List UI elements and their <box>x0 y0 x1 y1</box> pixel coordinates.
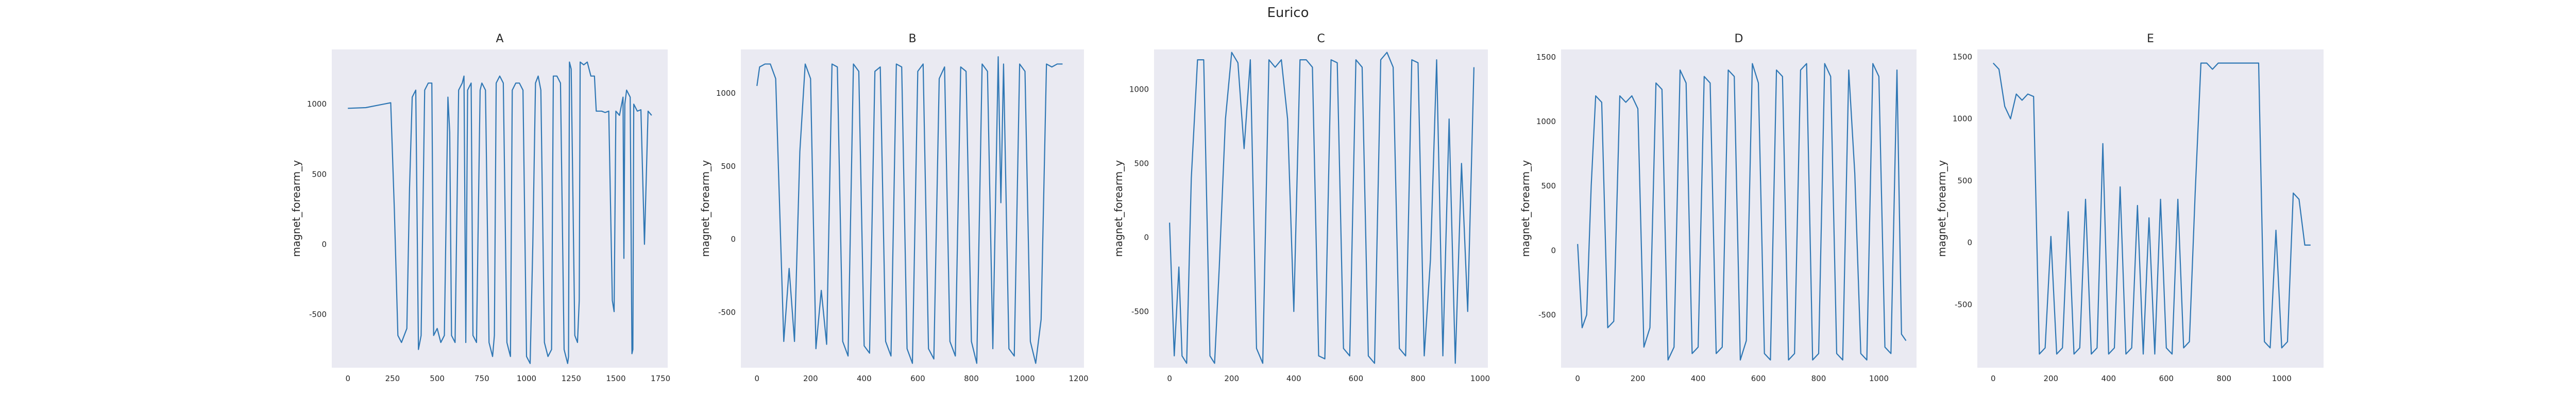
x-tick-label: 400 <box>1286 374 1301 383</box>
x-tick-label: 0 <box>1991 374 1996 383</box>
subplot-title: A <box>496 32 503 45</box>
x-tick-label: 1000 <box>1015 374 1035 383</box>
series-line <box>1577 63 1907 361</box>
y-tick-label: 1500 <box>1536 53 1556 62</box>
y-tick-label: 0 <box>321 239 327 249</box>
x-tick-label: 400 <box>2101 374 2116 383</box>
y-axis-label: magnet_forearm_y <box>1519 160 1532 257</box>
y-tick-label: 500 <box>1541 181 1556 191</box>
x-tick-label: 600 <box>1348 374 1363 383</box>
x-tick-label: 500 <box>430 374 445 383</box>
x-tick-label: 0 <box>1575 374 1580 383</box>
y-tick-label: -500 <box>1131 307 1149 316</box>
y-tick-label: -500 <box>1955 300 1972 309</box>
subplot-title: D <box>1735 32 1743 45</box>
x-tick-label: 600 <box>2159 374 2174 383</box>
x-tick-label: 0 <box>345 374 350 383</box>
x-tick-label: 200 <box>803 374 818 383</box>
y-axis-label: magnet_forearm_y <box>699 160 711 257</box>
subplot-title: B <box>908 32 916 45</box>
plot-area <box>1977 49 2324 368</box>
y-tick-label: -500 <box>718 307 736 317</box>
plot-area <box>1561 49 1917 368</box>
x-tick-label: 1000 <box>517 374 536 383</box>
x-tick-label: 1500 <box>606 374 625 383</box>
y-tick-label: 1000 <box>307 99 327 109</box>
y-tick-label: -500 <box>309 310 327 319</box>
x-tick-label: 200 <box>1224 374 1239 383</box>
y-tick-label: 500 <box>312 169 327 179</box>
x-tick-label: 1000 <box>2272 374 2292 383</box>
x-tick-label: 800 <box>1811 374 1826 383</box>
series-line <box>756 56 1063 364</box>
x-tick-label: 1250 <box>562 374 581 383</box>
y-tick-label: 0 <box>1967 238 1972 247</box>
y-tick-label: 0 <box>1144 233 1149 242</box>
x-tick-label: 200 <box>2043 374 2058 383</box>
x-tick-label: 800 <box>964 374 979 383</box>
subplot-title: E <box>2147 32 2154 45</box>
x-tick-label: 600 <box>1751 374 1766 383</box>
y-tick-label: 500 <box>1957 176 1972 185</box>
x-tick-label: 1200 <box>1069 374 1089 383</box>
y-tick-label: 1000 <box>1953 114 1972 124</box>
y-tick-label: -500 <box>1538 310 1556 319</box>
series-line <box>1992 62 2311 355</box>
y-tick-label: 0 <box>731 235 736 244</box>
x-tick-label: 1000 <box>1470 374 1490 383</box>
x-tick-label: 0 <box>754 374 759 383</box>
y-tick-label: 500 <box>1134 159 1149 168</box>
plot-area <box>741 49 1084 368</box>
y-tick-label: 1000 <box>1129 85 1149 94</box>
figure-suptitle: Eurico <box>1267 5 1309 21</box>
y-tick-label: 0 <box>1551 246 1556 255</box>
series-line <box>348 61 652 364</box>
x-tick-label: 600 <box>910 374 925 383</box>
x-tick-label: 1750 <box>651 374 670 383</box>
x-tick-label: 400 <box>1691 374 1706 383</box>
x-tick-label: 400 <box>857 374 872 383</box>
x-tick-label: 750 <box>474 374 489 383</box>
y-axis-label: magnet_forearm_y <box>1112 160 1125 257</box>
subplot-title: C <box>1317 32 1325 45</box>
series-line <box>1169 52 1475 364</box>
y-tick-label: 1500 <box>1953 52 1972 61</box>
y-tick-label: 1000 <box>716 89 736 98</box>
x-tick-label: 250 <box>385 374 400 383</box>
plot-area <box>332 49 668 368</box>
x-tick-label: 0 <box>1167 374 1172 383</box>
y-tick-label: 500 <box>721 162 736 171</box>
y-tick-label: 1000 <box>1536 117 1556 126</box>
x-tick-label: 800 <box>1411 374 1426 383</box>
x-tick-label: 1000 <box>1869 374 1889 383</box>
y-axis-label: magnet_forearm_y <box>290 160 302 257</box>
x-tick-label: 200 <box>1631 374 1646 383</box>
x-tick-label: 800 <box>2216 374 2231 383</box>
y-axis-label: magnet_forearm_y <box>1936 160 1948 257</box>
